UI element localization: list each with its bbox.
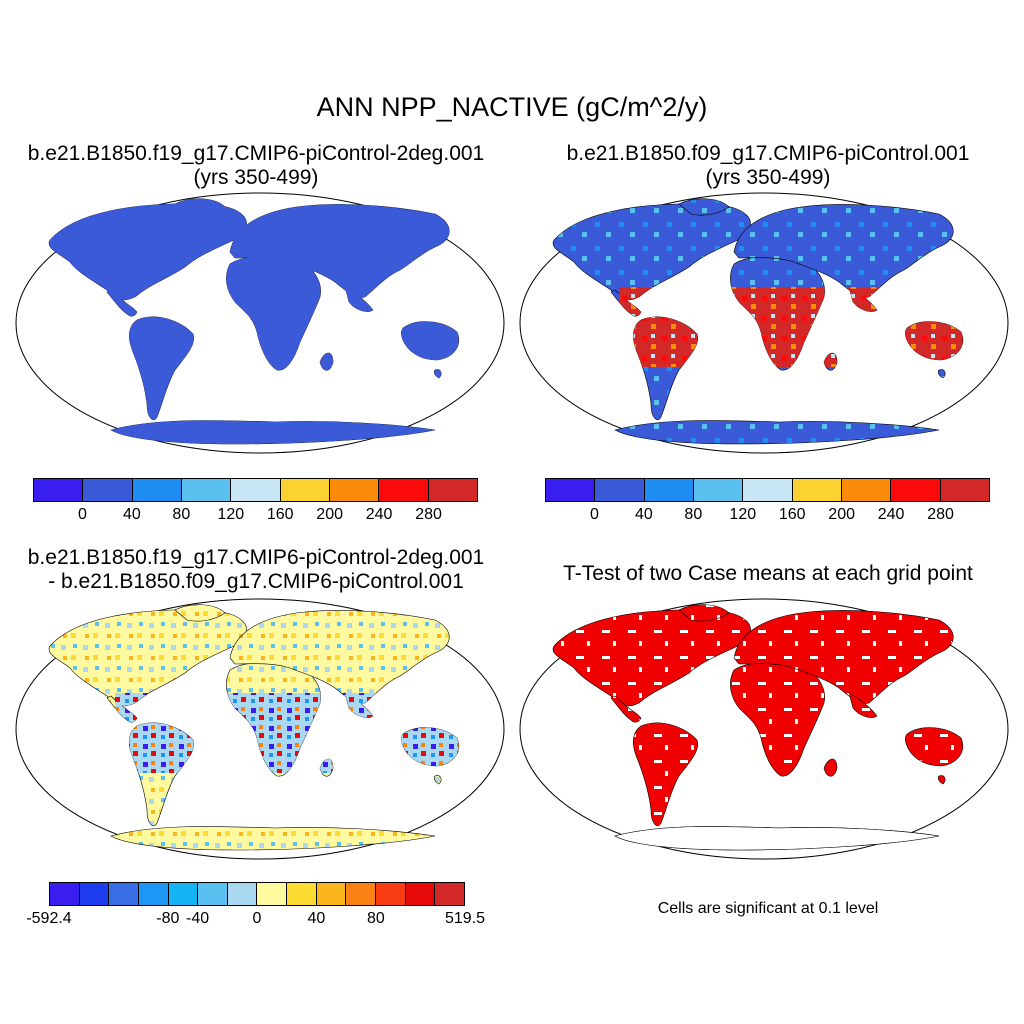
colorbar-panel-3-label: 80 <box>366 910 385 927</box>
colorbar-panel-3-swatch <box>138 883 169 905</box>
panel-3-title-line1: b.e21.B1850.f19_g17.CMIP6-piControl-2deg… <box>27 546 485 569</box>
colorbar-panel-1-swatch <box>34 479 84 501</box>
colorbar-panel-2-label: 200 <box>828 506 856 523</box>
colorbar-panel-2-swatch <box>743 479 793 501</box>
colorbar-panel-1-label: 120 <box>217 506 245 523</box>
colorbar-panel-2-swatch <box>940 479 989 501</box>
figure-title: ANN NPP_NACTIVE (gC/m^2/y) <box>316 92 708 122</box>
panel-1-title: b.e21.B1850.f19_g17.CMIP6-piControl-2deg… <box>0 142 512 190</box>
map-panel-4 <box>519 598 1009 860</box>
colorbar-panel-2-swatch <box>693 479 744 501</box>
colorbar-panel-1-swatch <box>280 479 330 501</box>
colorbar-panel-1-swatch <box>379 479 429 501</box>
colorbar-panel-3-label: 0 <box>252 910 262 927</box>
panel-4-title: T-Test of two Case means at each grid po… <box>512 562 1024 586</box>
colorbar-panel-1-label: 200 <box>316 506 344 523</box>
colorbar-panel-3-swatch <box>287 883 317 905</box>
colorbar-panel-1-label: 40 <box>122 506 141 523</box>
colorbar-panel-2-label: 40 <box>634 506 653 523</box>
colorbar-panel-3-swatch <box>168 883 199 905</box>
significance-note: Cells are significant at 0.1 level <box>657 900 879 917</box>
colorbar-panel-1-swatch <box>428 479 477 501</box>
panel-2-title-line1: b.e21.B1850.f09_g17.CMIP6-piControl.001 <box>566 142 970 165</box>
colorbar-panel-3-swatch <box>50 883 80 905</box>
colorbar-panel-3-swatch <box>227 883 258 905</box>
colorbar-panel-3-label: -592.4 <box>26 910 72 927</box>
map-panel-2 <box>519 192 1009 454</box>
colorbar-panel-1-label: 160 <box>266 506 294 523</box>
colorbar-panel-3 <box>49 882 465 906</box>
colorbar-panel-3-swatch <box>376 883 406 905</box>
panel-2-title: b.e21.B1850.f09_g17.CMIP6-piControl.001 … <box>512 142 1024 190</box>
colorbar-panel-2-swatch <box>841 479 892 501</box>
colorbar-panel-2-label: 160 <box>778 506 806 523</box>
colorbar-panel-2-label: 240 <box>877 506 905 523</box>
panel-3-title-line2: - b.e21.B1850.f09_g17.CMIP6-piControl.00… <box>48 570 464 593</box>
panel-1-title-line1: b.e21.B1850.f19_g17.CMIP6-piControl-2deg… <box>27 142 485 165</box>
panel-2-title-line2: (yrs 350-499) <box>705 166 831 189</box>
colorbar-panel-3-swatch <box>79 883 110 905</box>
colorbar-panel-1-label: 80 <box>172 506 191 523</box>
colorbar-panel-2-swatch <box>891 479 941 501</box>
map-panel-1 <box>15 192 505 454</box>
panel-1-title-line2: (yrs 350-499) <box>193 166 319 189</box>
colorbar-panel-1-swatch <box>231 479 281 501</box>
colorbar-panel-1-label: 0 <box>77 506 87 523</box>
colorbar-panel-1-swatch <box>83 479 133 501</box>
colorbar-panel-3-swatch <box>316 883 347 905</box>
colorbar-panel-2-label: 0 <box>589 506 599 523</box>
map-panel-3 <box>15 598 505 860</box>
colorbar-panel-2-label: 120 <box>729 506 757 523</box>
colorbar-panel-1-swatch <box>181 479 232 501</box>
colorbar-panel-1-swatch <box>132 479 182 501</box>
colorbar-panel-1-label: 240 <box>365 506 393 523</box>
colorbar-panel-1-swatch <box>329 479 380 501</box>
colorbar-panel-2-swatch <box>644 479 694 501</box>
colorbar-panel-2-swatch <box>792 479 842 501</box>
colorbar-panel-3-swatch <box>435 883 464 905</box>
colorbar-panel-3-swatch <box>198 883 228 905</box>
colorbar-panel-3-swatch <box>346 883 377 905</box>
colorbar-panel-3-swatch <box>405 883 436 905</box>
panel-3-title: b.e21.B1850.f19_g17.CMIP6-piControl-2deg… <box>0 546 512 594</box>
colorbar-panel-3-swatch <box>109 883 139 905</box>
colorbar-panel-3-label: -80 <box>156 910 180 927</box>
colorbar-panel-3-swatch <box>257 883 288 905</box>
colorbar-panel-2 <box>545 478 990 502</box>
colorbar-panel-2-swatch <box>546 479 596 501</box>
panel-4-title-line1: T-Test of two Case means at each grid po… <box>563 562 973 585</box>
colorbar-panel-2-label: 80 <box>684 506 703 523</box>
colorbar-panel-3-label: 519.5 <box>444 910 486 927</box>
colorbar-panel-2-swatch <box>595 479 645 501</box>
colorbar-panel-3-label: -40 <box>186 910 210 927</box>
colorbar-panel-2-label: 280 <box>927 506 954 523</box>
colorbar-panel-1-label: 280 <box>415 506 442 523</box>
colorbar-panel-1 <box>33 478 478 502</box>
colorbar-panel-3-label: 40 <box>307 910 326 927</box>
